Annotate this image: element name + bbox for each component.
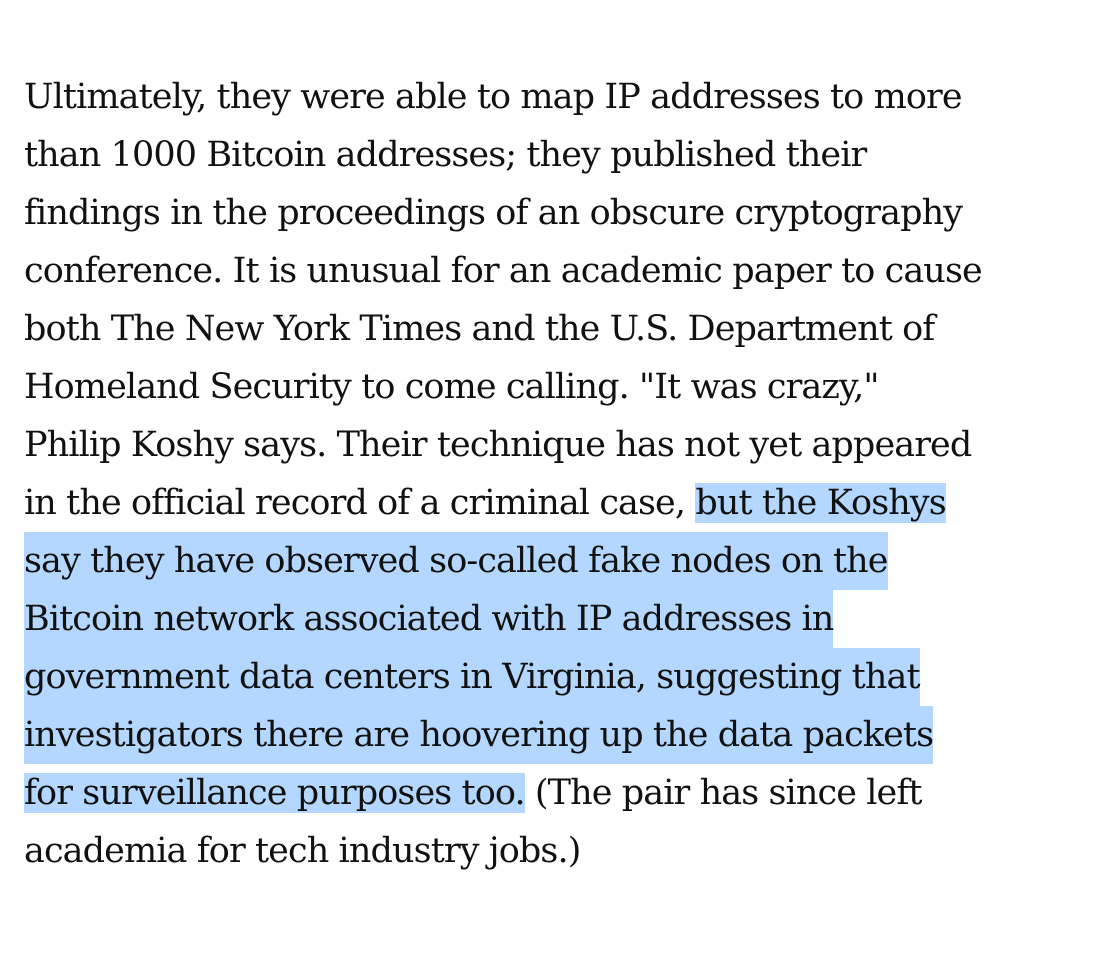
text-line: investigators there are hoovering up the… [24,706,1084,764]
text-line: than 1000 Bitcoin addresses; they publis… [24,135,867,175]
selected-text[interactable]: government data centers in Virginia, sug… [24,648,921,706]
selected-text[interactable]: but the Koshys [695,483,947,523]
unselected-text: in the official record of a criminal cas… [24,483,696,523]
text-line: conference. It is unusual for an academi… [24,251,983,291]
text-line: for surveillance purposes too. (The pair… [24,764,1084,822]
selected-text[interactable]: for surveillance purposes too. [24,773,526,813]
text-line: government data centers in Virginia, sug… [24,648,1084,706]
text-line: say they have observed so-called fake no… [24,532,1084,590]
article-paragraph: Ultimately, they were able to map IP add… [24,68,1084,880]
text-line: Ultimately, they were able to map IP add… [24,77,963,117]
unselected-text: (The pair has since left [524,773,923,813]
text-line: Philip Koshy says. Their technique has n… [24,425,972,465]
text-line: in the official record of a criminal cas… [24,474,1084,532]
text-line: both The New York Times and the U.S. Dep… [24,309,935,349]
selected-text[interactable]: investigators there are hoovering up the… [24,706,934,764]
text-line: Homeland Security to come calling. "It w… [24,367,879,407]
selected-text[interactable]: Bitcoin network associated with IP addre… [24,590,834,648]
text-line: Bitcoin network associated with IP addre… [24,590,1084,648]
text-line: findings in the proceedings of an obscur… [24,193,963,233]
text-line: academia for tech industry jobs.) [24,831,581,871]
selected-text[interactable]: say they have observed so-called fake no… [24,532,888,590]
